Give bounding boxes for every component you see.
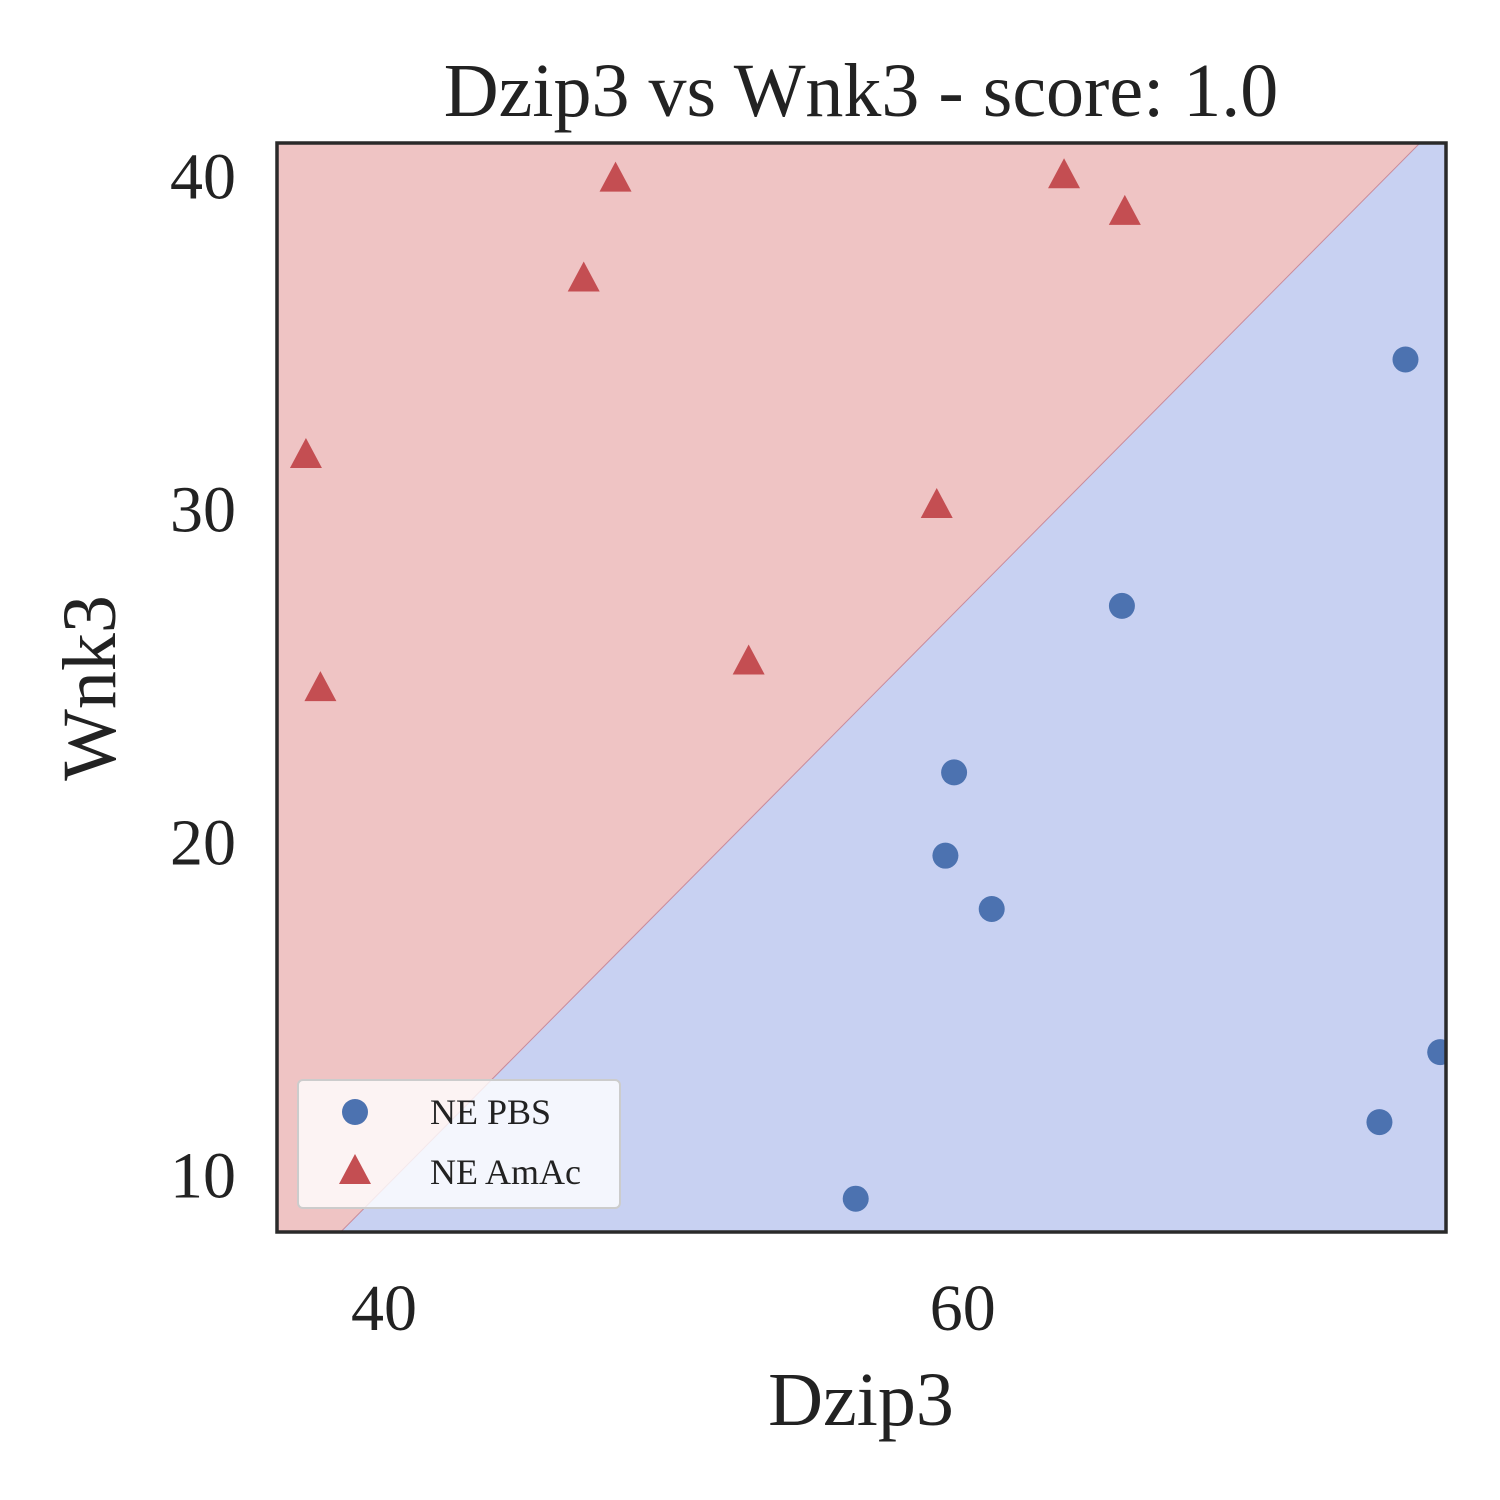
data-point-ne-amac bbox=[1048, 158, 1081, 189]
data-point-ne-pbs bbox=[1366, 1109, 1393, 1136]
legend-box bbox=[297, 1079, 621, 1209]
y-axis-label: Wnk3 bbox=[48, 595, 132, 781]
data-point-ne-pbs bbox=[1108, 592, 1135, 619]
data-point-ne-pbs bbox=[941, 759, 968, 786]
data-point-ne-pbs bbox=[932, 842, 959, 869]
legend-label: NE AmAc bbox=[430, 1152, 581, 1192]
data-point-ne-pbs bbox=[1392, 346, 1419, 373]
data-point-ne-amac bbox=[304, 671, 337, 702]
legend-marker-circle bbox=[342, 1099, 368, 1125]
legend: NE PBS NE AmAc bbox=[297, 1079, 621, 1209]
decision-regions bbox=[277, 143, 1446, 1232]
y-tick-label: 20 bbox=[170, 806, 236, 879]
data-point-ne-pbs bbox=[842, 1185, 869, 1212]
x-axis-ticks: 40 60 bbox=[351, 1272, 996, 1345]
y-tick-label: 40 bbox=[170, 140, 236, 213]
data-point-ne-amac bbox=[732, 644, 765, 675]
region-ne-amac bbox=[277, 143, 1420, 1232]
x-tick-label: 40 bbox=[351, 1272, 417, 1345]
data-point-ne-amac bbox=[920, 488, 953, 518]
data-point-ne-amac bbox=[599, 161, 632, 192]
data-point-ne-amac bbox=[1108, 194, 1141, 225]
x-tick-label: 60 bbox=[930, 1272, 996, 1345]
data-point-ne-pbs bbox=[978, 895, 1005, 922]
legend-label: NE PBS bbox=[430, 1092, 551, 1132]
region-ne-pbs bbox=[340, 143, 1446, 1232]
data-points bbox=[289, 158, 1446, 1212]
y-axis-ticks: 10 20 30 40 bbox=[170, 140, 236, 1212]
plot-frame bbox=[275, 141, 1448, 1234]
data-point-ne-amac bbox=[567, 261, 600, 292]
data-point-ne-pbs bbox=[1427, 1039, 1446, 1066]
legend-marker-triangle bbox=[339, 1154, 371, 1184]
x-axis-label: Dzip3 bbox=[768, 1358, 954, 1442]
decision-boundary bbox=[339, 143, 1421, 1232]
data-point-ne-amac bbox=[289, 438, 322, 469]
chart-title: Dzip3 vs Wnk3 - score: 1.0 bbox=[444, 49, 1278, 133]
y-tick-label: 30 bbox=[170, 473, 236, 546]
y-tick-label: 10 bbox=[170, 1139, 236, 1212]
